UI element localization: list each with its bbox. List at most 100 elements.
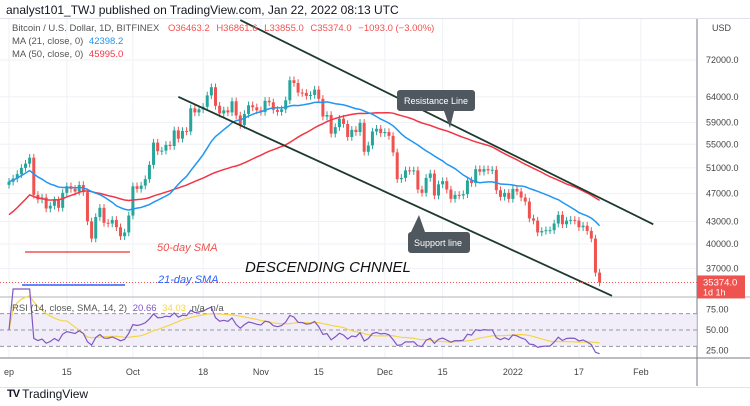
candle bbox=[519, 187, 523, 202]
ma50-value: 45995.0 bbox=[88, 49, 124, 60]
candle-body bbox=[362, 122, 366, 152]
tradingview-logo[interactable]: TV TradingView bbox=[7, 387, 88, 401]
legend-ma21[interactable]: MA (21, close, 0) 42398.2 bbox=[12, 36, 123, 47]
candle-body bbox=[280, 109, 284, 112]
support-trendline bbox=[177, 96, 613, 297]
candle bbox=[57, 196, 61, 212]
ma21-label: MA (21, close, 0) bbox=[12, 36, 84, 47]
time-tick-label: 18 bbox=[198, 367, 208, 377]
candle bbox=[346, 120, 350, 141]
ohlc-close: C35374.0 bbox=[310, 23, 352, 34]
candle-body bbox=[490, 169, 494, 171]
candle-body bbox=[486, 169, 490, 171]
candle-body bbox=[494, 169, 498, 191]
candle bbox=[15, 170, 19, 183]
candle-body bbox=[449, 189, 453, 199]
candle-body bbox=[337, 118, 341, 128]
candle bbox=[251, 101, 255, 112]
support-callout bbox=[408, 215, 470, 253]
rsi-tick-label: 50.00 bbox=[706, 325, 729, 335]
candle-body bbox=[135, 186, 139, 189]
candle-body bbox=[102, 207, 106, 223]
candle-body bbox=[296, 82, 300, 93]
candle bbox=[573, 216, 577, 225]
candle bbox=[441, 177, 445, 189]
sma21-annotation: 21-day SMA bbox=[157, 274, 219, 286]
candle bbox=[222, 106, 226, 118]
ma21-value: 42398.2 bbox=[88, 36, 124, 47]
legend-ma50[interactable]: MA (50, close, 0) 45995.0 bbox=[12, 49, 123, 60]
candle-body bbox=[498, 190, 502, 197]
candle bbox=[470, 176, 474, 187]
candle bbox=[560, 211, 564, 229]
candle bbox=[350, 126, 354, 141]
candle-body bbox=[172, 130, 176, 147]
currency-button[interactable]: USD bbox=[712, 23, 732, 33]
price-tick-label: 51000.0 bbox=[706, 163, 739, 173]
candle-body bbox=[461, 194, 465, 196]
candle-body bbox=[536, 220, 540, 233]
candle-body bbox=[284, 100, 288, 110]
time-tick-label: 15 bbox=[62, 367, 72, 377]
candle bbox=[358, 119, 362, 136]
candle-body bbox=[437, 184, 441, 196]
candle bbox=[565, 216, 569, 229]
candle-body bbox=[288, 80, 292, 101]
candle bbox=[556, 211, 560, 228]
candle-body bbox=[585, 225, 589, 231]
candle bbox=[527, 197, 531, 223]
candle bbox=[288, 76, 292, 105]
candle bbox=[577, 216, 581, 231]
candle bbox=[218, 102, 222, 118]
candle bbox=[445, 177, 449, 194]
candle bbox=[226, 106, 230, 117]
tradingview-logo-text: TradingView bbox=[22, 387, 89, 401]
candle-body bbox=[482, 169, 486, 172]
candle-body bbox=[73, 188, 77, 192]
candle bbox=[7, 178, 11, 189]
candle bbox=[147, 161, 151, 183]
price-tick-label: 37000.0 bbox=[706, 263, 739, 273]
candle bbox=[65, 182, 69, 197]
candle bbox=[168, 141, 172, 150]
candle-body bbox=[160, 150, 164, 152]
candle bbox=[114, 216, 118, 231]
candle-body bbox=[581, 225, 585, 228]
candle-body bbox=[478, 169, 482, 172]
ohlc-open: O36463.2 bbox=[167, 23, 210, 34]
candle-body bbox=[275, 109, 279, 112]
candle bbox=[399, 174, 403, 183]
candle-body bbox=[234, 101, 238, 116]
candle bbox=[544, 226, 548, 235]
candle bbox=[511, 185, 515, 203]
candle-body bbox=[143, 179, 147, 186]
candle bbox=[267, 97, 271, 107]
candle-body bbox=[523, 197, 527, 202]
candle bbox=[271, 98, 275, 114]
candle-body bbox=[383, 132, 387, 134]
candle-body bbox=[193, 108, 197, 113]
candle bbox=[242, 110, 246, 129]
candle-body bbox=[139, 185, 143, 189]
candle-body bbox=[593, 238, 597, 273]
candle bbox=[482, 165, 486, 176]
candle-body bbox=[445, 181, 449, 190]
candle-body bbox=[432, 173, 436, 196]
candle bbox=[24, 159, 28, 172]
candle-body bbox=[7, 181, 11, 185]
last-price-label: 35374.0 bbox=[703, 277, 737, 288]
candle bbox=[296, 79, 300, 97]
candle bbox=[342, 114, 346, 128]
candle-body bbox=[403, 170, 407, 178]
legend-rsi[interactable]: RSI (14, close, SMA, 14, 2) 20.66 34.03 … bbox=[12, 303, 224, 314]
candle-body bbox=[329, 114, 333, 134]
candle-body bbox=[424, 177, 428, 193]
candle-body bbox=[304, 92, 308, 96]
candle-body bbox=[387, 132, 391, 136]
ma50-label: MA (50, close, 0) bbox=[12, 49, 84, 60]
candle-body bbox=[197, 109, 201, 113]
candle bbox=[532, 214, 536, 225]
price-tick-label: 55000.0 bbox=[706, 139, 739, 149]
time-tick-label: 17 bbox=[574, 367, 584, 377]
